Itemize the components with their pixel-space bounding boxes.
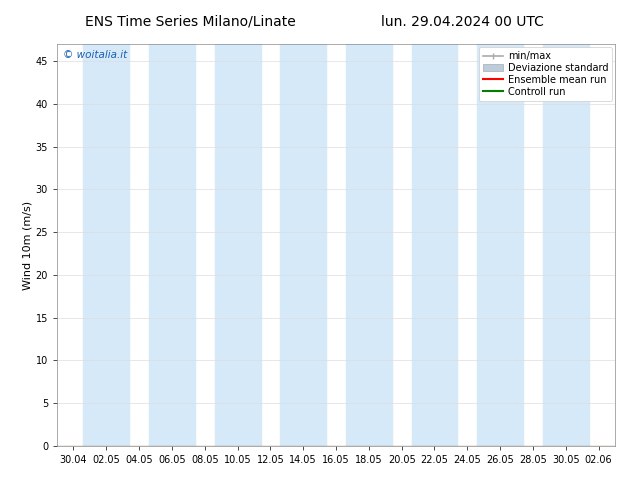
Y-axis label: Wind 10m (m/s): Wind 10m (m/s) [23,200,33,290]
Bar [346,44,392,446]
Bar [280,44,326,446]
Text: lun. 29.04.2024 00 UTC: lun. 29.04.2024 00 UTC [382,15,544,29]
Legend: min/max, Deviazione standard, Ensemble mean run, Controll run: min/max, Deviazione standard, Ensemble m… [479,47,612,100]
Bar [477,44,523,446]
Bar [149,44,195,446]
Bar [411,44,458,446]
Bar [543,44,589,446]
Text: © woitalia.it: © woitalia.it [63,50,127,60]
Bar [214,44,261,446]
Text: ENS Time Series Milano/Linate: ENS Time Series Milano/Linate [85,15,295,29]
Bar [83,44,129,446]
